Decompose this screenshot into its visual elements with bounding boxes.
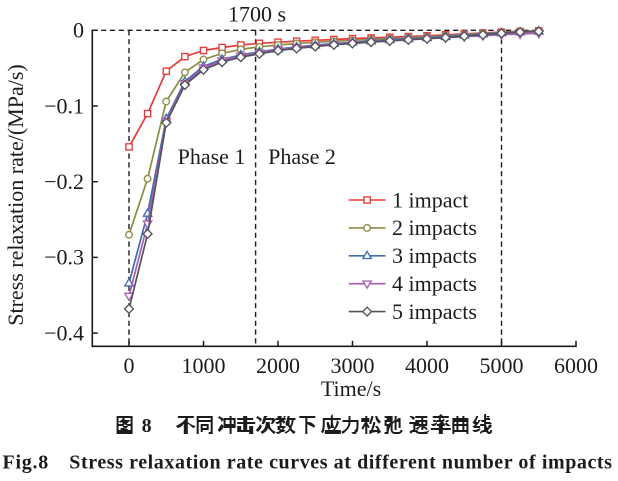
- svg-text:0: 0: [73, 18, 84, 43]
- svg-text:0: 0: [124, 353, 135, 378]
- svg-text:4000: 4000: [405, 353, 449, 378]
- svg-text:8: 8: [142, 415, 152, 437]
- svg-text:3000: 3000: [331, 353, 375, 378]
- svg-text:Fig.8: Fig.8: [3, 451, 50, 473]
- svg-text:Time/s: Time/s: [321, 376, 381, 401]
- svg-text:1700 s: 1700 s: [228, 2, 286, 27]
- svg-text:−0.3: −0.3: [44, 245, 84, 270]
- svg-text:Stress relaxation rate curves: Stress relaxation rate curves at differe…: [69, 451, 612, 473]
- svg-text:1 impact: 1 impact: [392, 187, 468, 212]
- svg-text:5 impacts: 5 impacts: [392, 299, 477, 324]
- svg-text:3 impacts: 3 impacts: [392, 243, 477, 268]
- svg-text:5000: 5000: [480, 353, 524, 378]
- svg-text:4 impacts: 4 impacts: [392, 271, 477, 296]
- svg-text:Stress relaxation rate/(MPa/s): Stress relaxation rate/(MPa/s): [3, 64, 28, 326]
- svg-text:−0.2: −0.2: [44, 169, 84, 194]
- svg-text:Phase 2: Phase 2: [268, 144, 336, 169]
- svg-text:2 impacts: 2 impacts: [392, 215, 477, 240]
- svg-text:2000: 2000: [256, 353, 300, 378]
- svg-text:Phase 1: Phase 1: [178, 144, 246, 169]
- svg-text:6000: 6000: [554, 353, 598, 378]
- svg-text:1000: 1000: [182, 353, 226, 378]
- svg-text:−0.1: −0.1: [44, 93, 84, 118]
- svg-text:−0.4: −0.4: [44, 320, 84, 345]
